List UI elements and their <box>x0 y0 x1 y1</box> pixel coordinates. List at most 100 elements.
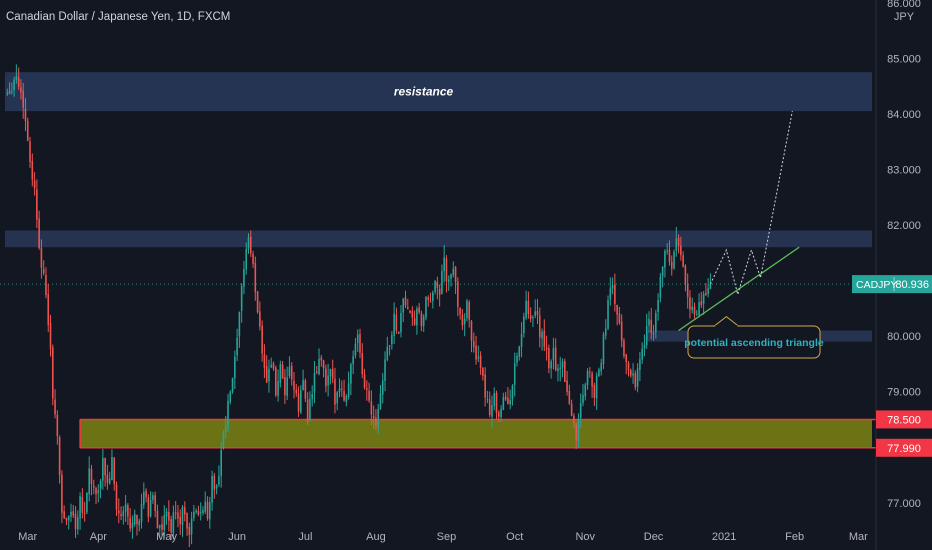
candle-body <box>108 478 111 484</box>
candle-body <box>434 280 436 292</box>
candle-body <box>179 516 182 525</box>
candle-body <box>536 311 539 316</box>
candle-body <box>156 510 159 529</box>
candle-body <box>26 120 29 141</box>
candle-body <box>20 87 22 93</box>
candle-body <box>74 513 77 529</box>
candle-body <box>181 506 184 525</box>
candle-body <box>634 373 637 388</box>
candle-body <box>58 437 61 476</box>
candle-body <box>90 468 93 485</box>
candle-body <box>680 245 682 256</box>
candle-body <box>115 484 118 510</box>
candle-body <box>15 76 18 80</box>
candle-body <box>695 313 698 315</box>
upper-zone <box>5 230 872 248</box>
candle-body <box>602 334 605 365</box>
candle-body <box>422 316 425 326</box>
candle-body <box>306 399 309 422</box>
candle-body <box>209 501 211 520</box>
callout-text: potential ascending triangle <box>684 337 824 349</box>
candle-body <box>122 511 125 516</box>
candle-body <box>72 511 75 516</box>
candle-body <box>545 347 548 350</box>
support-zone <box>80 419 873 448</box>
candle-body <box>309 398 311 421</box>
candle-body <box>238 311 241 337</box>
support-high-badge-bg <box>876 410 932 429</box>
candle-body <box>498 412 500 417</box>
candle-body <box>124 504 127 512</box>
candle-body <box>263 354 266 368</box>
candle-body <box>525 301 527 318</box>
candle-body <box>279 364 282 383</box>
candle-body <box>163 514 166 531</box>
callout-pointer <box>714 316 739 327</box>
price-axis[interactable]: 86.000 85.000 84.000 83.000 82.000 80.000 79.0… <box>852 0 932 550</box>
candle-body <box>240 285 243 311</box>
candle-body <box>6 93 9 95</box>
candle-body <box>300 390 302 413</box>
candle-body <box>436 281 439 288</box>
candle-body <box>302 379 304 390</box>
candle-body <box>416 308 418 326</box>
candle-body <box>334 378 336 405</box>
candle-body <box>636 368 639 387</box>
candle-body <box>520 333 523 347</box>
candle-body <box>482 368 484 376</box>
candle-body <box>513 363 516 385</box>
x-tick-label: Aug <box>366 531 386 543</box>
candle-body <box>425 296 427 318</box>
candle-body <box>131 522 134 529</box>
candle-body <box>127 505 129 517</box>
candle-body <box>707 288 709 294</box>
candle-body <box>659 276 662 299</box>
candle-body <box>83 513 86 515</box>
candle-body <box>256 291 259 313</box>
candle-body <box>375 417 377 426</box>
candle-body <box>343 390 345 401</box>
candle-body <box>518 346 521 357</box>
candle-body <box>543 330 546 347</box>
y-tick-label: 80.000 <box>887 331 921 343</box>
time-axis[interactable]: Mar Apr May Jun Jul Aug Sep Oct Nov Dec 2021 Feb Mar <box>18 531 868 543</box>
candle-body <box>304 380 307 399</box>
candlestick-series <box>6 64 712 548</box>
candle-body <box>67 516 70 521</box>
candle-body <box>243 268 245 287</box>
candle-body <box>479 355 482 368</box>
candle-body <box>507 397 509 405</box>
candle-body <box>641 348 643 360</box>
candle-body <box>245 249 248 270</box>
candle-body <box>406 307 409 310</box>
candle-body <box>591 373 593 387</box>
y-tick-label: 82.000 <box>887 220 921 232</box>
candle-body <box>63 511 65 518</box>
candle-body <box>495 393 498 413</box>
candle-body <box>51 347 54 399</box>
candle-body <box>579 403 582 418</box>
candle-body <box>666 250 668 252</box>
candle-body <box>211 475 213 503</box>
candle-body <box>54 399 56 415</box>
candle-body <box>686 284 689 297</box>
candle-body <box>106 474 109 483</box>
candle-body <box>468 302 471 320</box>
candle-body <box>598 369 600 377</box>
candle-body <box>293 380 295 390</box>
candle-body <box>229 391 232 403</box>
candle-body <box>614 284 616 304</box>
candle-body <box>627 363 630 371</box>
candle-body <box>616 304 618 315</box>
candle-body <box>534 311 537 316</box>
y-tick-label: 83.000 <box>887 164 921 176</box>
candle-body <box>38 218 40 249</box>
candle-body <box>563 361 566 382</box>
candle-body <box>29 141 31 162</box>
candle-body <box>261 325 263 354</box>
candle-body <box>86 493 88 513</box>
candle-body <box>611 285 614 289</box>
candle-body <box>356 334 359 344</box>
candle-body <box>648 318 650 326</box>
